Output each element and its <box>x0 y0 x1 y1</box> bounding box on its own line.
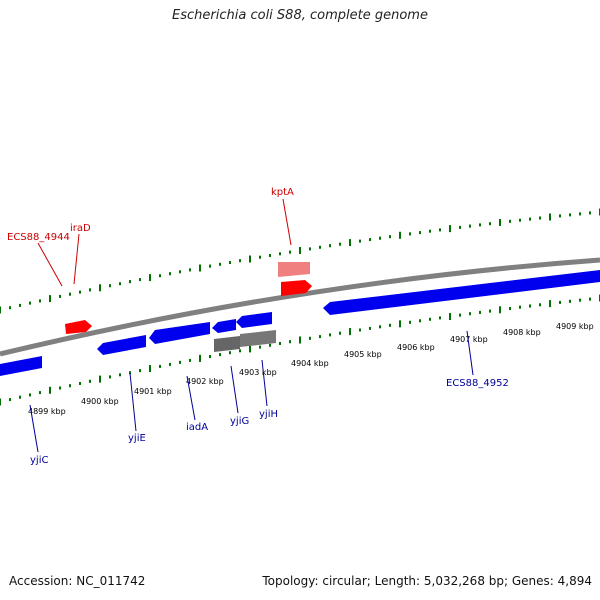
gene-arrow-reverse-ECS88_4952[interactable] <box>323 270 600 315</box>
genome-backbone <box>0 257 600 357</box>
gene-label-iraD[interactable]: iraD <box>70 223 91 234</box>
axis-label: 4904 kbp <box>291 359 329 368</box>
axis-label: 4906 kbp <box>397 343 435 352</box>
axis-label: 4907 kbp <box>450 335 488 344</box>
axis-label: 4909 kbp <box>556 322 594 331</box>
gene-arrow-reverse-1[interactable] <box>0 356 42 376</box>
forward-genes <box>65 262 312 334</box>
gene-arrow-forward-kptA[interactable] <box>281 280 312 296</box>
gene-arrow-reverse-iadA[interactable] <box>149 322 210 344</box>
axis-label: 4903 kbp <box>239 368 277 377</box>
gene-label-yjiE[interactable]: yjiE <box>128 433 146 444</box>
axis-label: 4899 kbp <box>28 407 66 416</box>
axis-label: 4908 kbp <box>503 328 541 337</box>
axis-label: 4902 kbp <box>186 377 224 386</box>
axis-labels: 4899 kbp 4900 kbp 4901 kbp 4902 kbp 4903… <box>28 322 594 416</box>
gene-arrow-pseudo-2[interactable] <box>240 330 276 347</box>
gene-label-kptA[interactable]: kptA <box>271 187 294 198</box>
gene-arrow-forward-pale[interactable] <box>278 262 310 277</box>
gene-arrow-reverse-yjiE[interactable] <box>97 335 146 355</box>
gene-arrow-reverse-yjiG[interactable] <box>212 319 236 333</box>
reverse-tick-track <box>0 294 600 406</box>
axis-label: 4900 kbp <box>81 397 119 406</box>
gene-label-iadA[interactable]: iadA <box>186 422 208 433</box>
gene-arrow-reverse-yjiH[interactable] <box>236 312 272 328</box>
genome-summary: Topology: circular; Length: 5,032,268 bp… <box>262 574 592 588</box>
accession-label: Accession: NC_011742 <box>9 574 146 588</box>
reverse-gene-labels: yjiC yjiE iadA yjiG yjiH ECS88_4952 <box>29 330 509 466</box>
forward-gene-labels: ECS88_4944 iraD kptA <box>7 187 294 287</box>
gene-label-ECS88_4944[interactable]: ECS88_4944 <box>7 232 70 243</box>
gene-label-yjiC[interactable]: yjiC <box>30 455 48 466</box>
axis-label: 4905 kbp <box>344 350 382 359</box>
map-title: Escherichia coli S88, complete genome <box>172 8 428 23</box>
forward-tick-track <box>0 208 600 314</box>
axis-label: 4901 kbp <box>134 387 172 396</box>
gene-arrow-forward-iraD[interactable] <box>65 320 92 334</box>
gene-arrow-pseudo-1[interactable] <box>214 336 240 352</box>
gene-label-yjiH[interactable]: yjiH <box>259 409 278 420</box>
gene-label-ECS88_4952[interactable]: ECS88_4952 <box>446 378 509 389</box>
gene-label-yjiG[interactable]: yjiG <box>230 416 249 427</box>
reverse-genes <box>0 270 600 376</box>
